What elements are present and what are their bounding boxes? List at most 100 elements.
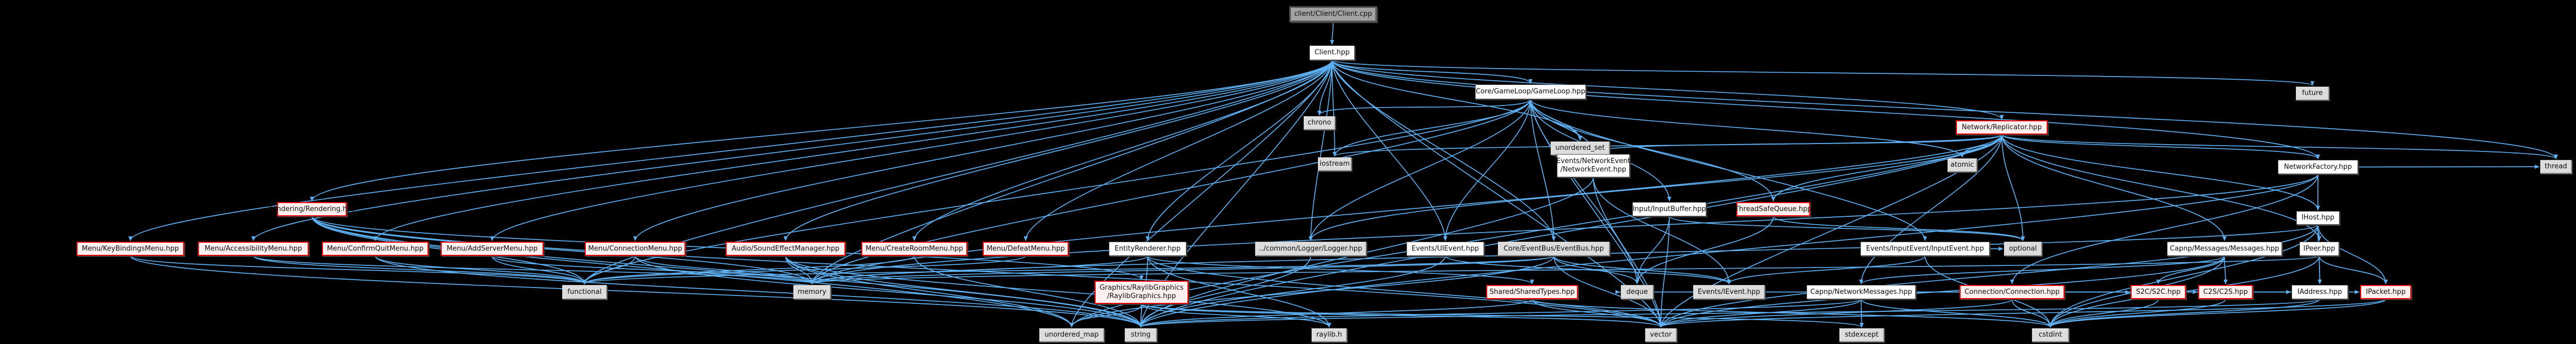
node-uievent[interactable]: Events/UIEvent.hpp	[1406, 242, 1484, 256]
edge-c2s-cstdint	[2048, 299, 2226, 328]
node-ipacket[interactable]: IPacket.hpp	[2360, 285, 2411, 299]
edge-inputbuffer-vector	[1659, 216, 1670, 328]
edge-capnp_network-stdexcept	[1859, 299, 1864, 328]
node-ihost[interactable]: IHost.hpp	[2296, 211, 2340, 225]
edge-client_hpp-unordered_set	[1332, 60, 1582, 141]
node-vector: vector	[1645, 328, 1677, 342]
node-soundeffect[interactable]: Audio/SoundEffectManager.hpp	[726, 242, 845, 256]
edge-threadsafequeue-deque	[1635, 216, 1774, 284]
edge-replicator-memory	[810, 134, 2002, 284]
node-raylibgraphics[interactable]: Graphics/RaylibGraphics /RaylibGraphics.…	[1095, 281, 1189, 304]
node-string: string	[1125, 328, 1157, 342]
edge-ipacket-vector	[1659, 299, 2387, 328]
edge-replicator-iostream	[1333, 134, 2002, 157]
edge-client_hpp-menu_createroom	[912, 60, 1333, 241]
node-menu-createroom[interactable]: Menu/CreateRoomMenu.hpp	[861, 242, 967, 256]
edge-cpp-client_hpp	[1330, 22, 1335, 45]
edge-eventbus-unordered_map	[1069, 255, 1554, 328]
edge-networkfactory-connection	[2010, 174, 2318, 284]
node-iaddress[interactable]: IAddress.hpp	[2292, 285, 2348, 299]
node-networkfactory[interactable]: NetworkFactory.hpp	[2278, 160, 2358, 174]
edge-client_hpp-thread	[1332, 60, 2558, 159]
edge-menu_keybindings-functional	[130, 255, 587, 284]
edge-client_hpp-vector	[1332, 60, 1663, 328]
node-ipeer[interactable]: IPeer.hpp	[2299, 242, 2339, 256]
edge-client_hpp-replicator	[1332, 60, 2004, 120]
edge-connection-vector	[1659, 299, 2013, 328]
edge-client_hpp-functional	[582, 60, 1333, 284]
node-menu-confirmquit[interactable]: Menu/ConfirmQuitMenu.hpp	[322, 242, 429, 256]
node-sharedtypes[interactable]: Shared/SharedTypes.hpp	[1486, 285, 1578, 299]
node-c2s[interactable]: C2S/C2S.hpp	[2198, 285, 2253, 299]
edge-client_hpp-menu_keybindings	[128, 60, 1333, 241]
edge-client_hpp-iostream	[1332, 60, 1337, 157]
node-replicator[interactable]: Network/Replicator.hpp	[1956, 120, 2048, 135]
node-gameloop[interactable]: Core/GameLoop/GameLoop.hpp	[1475, 84, 1586, 99]
edge-inputbuffer-deque	[1635, 216, 1670, 284]
edge-networkfactory-memory	[810, 174, 2318, 284]
edge-capnp_messages-s2c	[2156, 255, 2225, 284]
node-menu-accessibility[interactable]: Menu/AccessibilityMenu.hpp	[198, 242, 309, 256]
edge-menu_accessibility-memory	[253, 255, 814, 284]
edge-ihost-ipacket	[2317, 224, 2388, 284]
node-capnp-messages[interactable]: Capnp/Messages/Messages.hpp	[2167, 242, 2282, 256]
node-s2c[interactable]: S2C/S2C.hpp	[2131, 285, 2186, 299]
node-menu-addserver[interactable]: Menu/AddServerMenu.hpp	[441, 242, 544, 256]
node-capnp-network[interactable]: Capnp/NetworkMessages.hpp	[1807, 285, 1916, 299]
node-entityrenderer[interactable]: EntityRenderer.hpp	[1109, 242, 1186, 256]
edge-replicator-networkfactory	[2001, 134, 2320, 159]
edge-networkevent-ievent	[1593, 177, 1731, 284]
edge-ipacket-cstdint	[2048, 299, 2387, 328]
edge-rendering-vector	[311, 216, 1663, 328]
edge-capnp_messages-vector	[1659, 255, 2225, 328]
node-connection[interactable]: Connection/Connection.hpp	[1960, 285, 2065, 299]
edge-iaddress-string	[1139, 299, 2321, 328]
edge-gameloop-logger	[1308, 99, 1531, 241]
edge-capnp_messages-capnp_network	[1859, 255, 2225, 284]
edge-gameloop-deque	[1530, 99, 1639, 284]
edge-client_hpp-eventbus	[1332, 60, 1556, 241]
edge-eventbus-functional	[583, 255, 1554, 284]
edge-client_hpp-future	[1332, 60, 2314, 86]
node-inputevent[interactable]: Events/InputEvent/InputEvent.hpp	[1860, 242, 1990, 256]
edge-eventbus-vector	[1553, 255, 1663, 328]
edge-gameloop-chrono	[1317, 99, 1531, 116]
node-inputbuffer[interactable]: Input/InputBuffer.hpp	[1632, 202, 1706, 216]
edge-uievent-ievent	[1444, 255, 1731, 284]
edge-sharedtypes-vector	[1532, 299, 1663, 328]
edge-menu_confirmquit-functional	[375, 255, 587, 284]
edge-rendering-memory	[311, 216, 814, 284]
edge-menu_connection-memory	[634, 255, 814, 284]
node-client-hpp[interactable]: Client.hpp	[1309, 45, 1355, 60]
node-rendering[interactable]: Rendering/Rendering.hpp	[268, 202, 356, 216]
node-menu-connection[interactable]: Menu/ConnectionMenu.hpp	[585, 242, 686, 256]
edge-capnp_network-string	[1138, 299, 1862, 328]
node-atomic: atomic	[1947, 158, 1977, 172]
node-menu-keybindings[interactable]: Menu/KeyBindingsMenu.hpp	[77, 242, 184, 256]
node-memory: memory	[793, 285, 831, 299]
edge-client_hpp-memory	[810, 60, 1333, 284]
node-networkevent[interactable]: Events/NetworkEvent /NetworkEvent.hpp	[1556, 154, 1630, 177]
edge-menu_addserver-memory	[491, 255, 814, 284]
edge-menu_addserver-functional	[491, 255, 587, 284]
node-iostream: iostream	[1318, 157, 1352, 171]
edge-menu_keybindings-string	[130, 255, 1143, 328]
edge-gameloop-atomic	[1530, 99, 1964, 158]
edge-client_hpp-menu_connection	[633, 60, 1333, 241]
edge-menu_defeat-functional	[582, 255, 1026, 284]
edge-inputbuffer-optional	[1669, 216, 2025, 241]
edge-rendering-string	[311, 216, 1143, 328]
node-chrono: chrono	[1304, 116, 1335, 130]
edge-raylibgraphics-raylib_h	[1141, 303, 1332, 328]
node-threadsafequeue[interactable]: ThreadSafeQueue.hpp	[1735, 202, 1812, 216]
edge-menu_accessibility-functional	[253, 255, 587, 284]
edge-client_hpp-logger	[1308, 60, 1333, 241]
edge-gameloop-eventbus	[1530, 99, 1556, 241]
edge-ipeer-ipacket	[2318, 255, 2388, 284]
node-menu-defeat[interactable]: Menu/DefeatMenu.hpp	[983, 242, 1069, 256]
edge-gameloop-iostream	[1333, 99, 1531, 157]
edge-client_hpp-menu_confirmquit	[373, 60, 1333, 241]
edge-replicator-capnp_network	[1859, 134, 2002, 284]
edge-threadsafequeue-optional	[1773, 216, 2025, 241]
